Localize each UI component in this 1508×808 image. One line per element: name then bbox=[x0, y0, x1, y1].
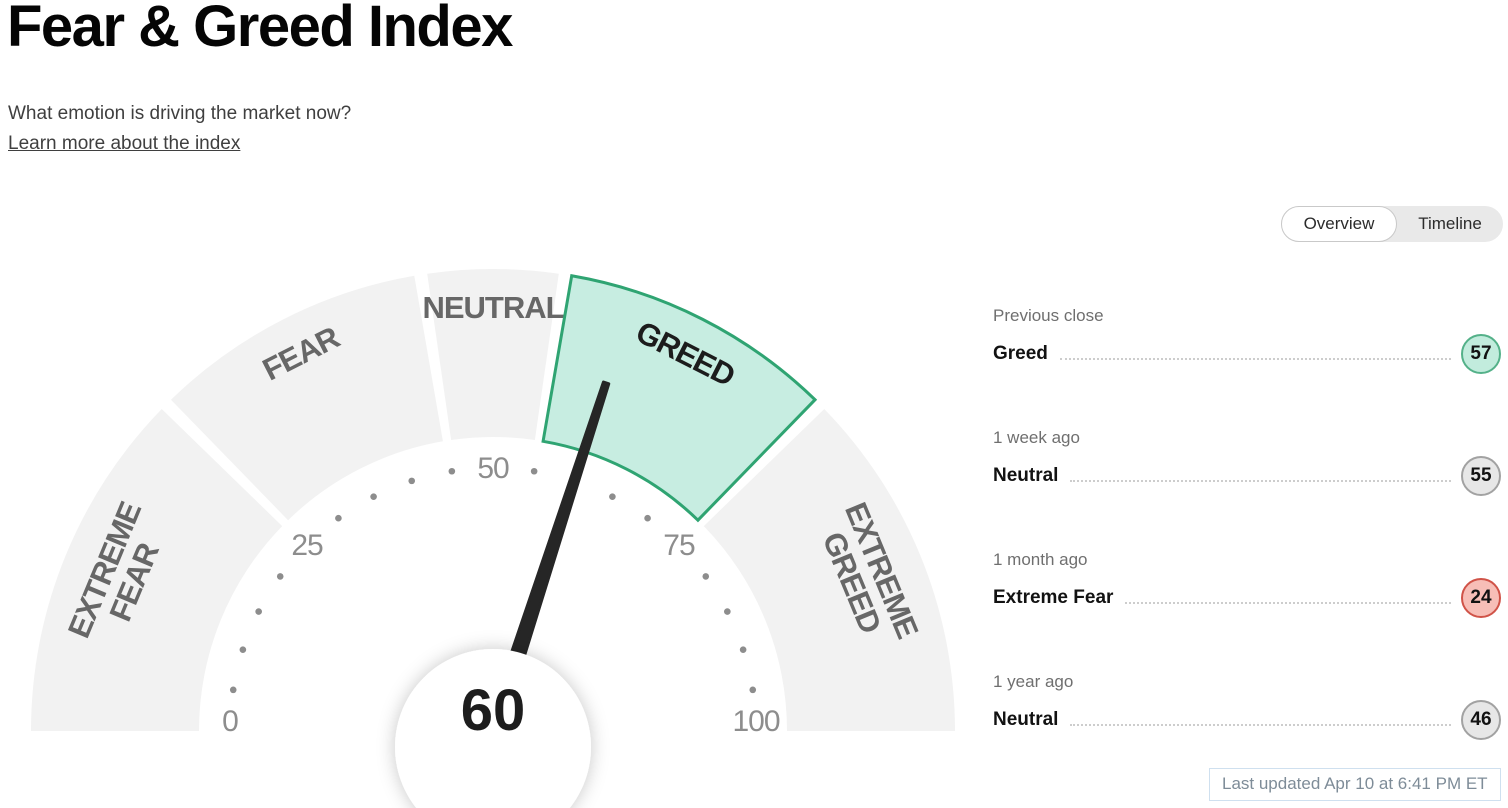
history-label: Extreme Fear bbox=[993, 587, 1114, 608]
history-panel: Previous close Greed 57 1 week ago Neutr… bbox=[993, 306, 1501, 794]
history-period: 1 year ago bbox=[993, 672, 1074, 691]
history-label: Greed bbox=[993, 343, 1048, 364]
gauge-axis-label: 0 bbox=[222, 705, 238, 738]
gauge-tick-dot bbox=[609, 493, 616, 500]
gauge-axis-label: 75 bbox=[663, 529, 695, 562]
gauge-segment bbox=[31, 408, 283, 731]
svg-text:NEUTRAL: NEUTRAL bbox=[422, 290, 563, 325]
gauge-tick-dot bbox=[276, 573, 284, 580]
dotted-leader bbox=[1059, 358, 1451, 360]
history-label: Neutral bbox=[993, 465, 1059, 486]
history-period: Previous close bbox=[993, 306, 1104, 325]
history-item: Previous close Greed 57 bbox=[993, 306, 1501, 376]
history-label: Neutral bbox=[993, 709, 1059, 730]
gauge-value: 60 bbox=[461, 678, 526, 743]
gauge-segment bbox=[427, 268, 559, 440]
gauge-tick-dot bbox=[724, 608, 731, 615]
gauge-tick-dot bbox=[255, 608, 262, 615]
gauge-segment bbox=[541, 274, 818, 523]
gauge-tick-dot bbox=[370, 493, 377, 500]
history-item: 1 month ago Extreme Fear 24 bbox=[993, 550, 1501, 620]
history-period: 1 month ago bbox=[993, 550, 1088, 569]
dotted-leader bbox=[1125, 602, 1451, 604]
svg-text:EXTREME: EXTREME bbox=[61, 497, 148, 643]
gauge-tick-dot bbox=[408, 477, 416, 485]
gauge-tick-dot bbox=[702, 573, 710, 580]
svg-text:GREED: GREED bbox=[816, 527, 889, 638]
svg-text:EXTREME: EXTREME bbox=[838, 497, 925, 643]
gauge-tick-dot bbox=[335, 514, 342, 522]
page-title: Fear & Greed Index bbox=[7, 0, 513, 59]
history-item: 1 week ago Neutral 55 bbox=[993, 428, 1501, 498]
tab-timeline[interactable]: Timeline bbox=[1418, 214, 1482, 233]
gauge-tick-dot bbox=[570, 477, 578, 485]
gauge-segment bbox=[170, 275, 443, 521]
gauge-tick-dot bbox=[448, 467, 456, 475]
history-value-badge: 46 bbox=[1461, 700, 1501, 740]
history-value-badge: 24 bbox=[1461, 578, 1501, 618]
history-value-badge: 55 bbox=[1461, 456, 1501, 496]
gauge-tick-dot bbox=[239, 646, 247, 654]
gauge-center-disc bbox=[395, 649, 591, 808]
history-period: 1 week ago bbox=[993, 428, 1080, 447]
gauge-tick-dot bbox=[739, 646, 747, 654]
gauge-segment-label: NEUTRAL bbox=[422, 290, 564, 325]
svg-text:FEAR: FEAR bbox=[257, 320, 345, 388]
gauge-tick-dot bbox=[530, 467, 538, 475]
gauge-needle bbox=[478, 380, 611, 753]
history-value-badge: 57 bbox=[1461, 334, 1501, 374]
gauge-axis-label: 100 bbox=[732, 705, 779, 738]
gauge-axis-label: 25 bbox=[291, 529, 323, 562]
last-updated: Last updated Apr 10 at 6:41 PM ET bbox=[1209, 768, 1501, 801]
view-toggle: Overview Timeline bbox=[1281, 206, 1503, 242]
gauge-segment-label: FEAR bbox=[257, 320, 345, 388]
dotted-leader bbox=[1070, 724, 1451, 726]
gauge-tick-dot bbox=[749, 686, 757, 694]
tab-overview[interactable]: Overview bbox=[1281, 206, 1397, 242]
svg-text:FEAR: FEAR bbox=[103, 538, 166, 626]
gauge-segment-label: GREED bbox=[630, 314, 740, 393]
history-item: 1 year ago Neutral 46 bbox=[993, 672, 1501, 742]
page-subtitle: What emotion is driving the market now? bbox=[8, 103, 352, 124]
gauge-tick-dot bbox=[229, 686, 237, 694]
gauge-tick-dot bbox=[644, 514, 651, 522]
gauge-axis-label: 50 bbox=[477, 452, 509, 485]
gauge-segment bbox=[703, 408, 955, 731]
learn-more-link[interactable]: Learn more about the index bbox=[8, 133, 241, 154]
dotted-leader bbox=[1070, 480, 1451, 482]
svg-text:GREED: GREED bbox=[630, 314, 740, 393]
